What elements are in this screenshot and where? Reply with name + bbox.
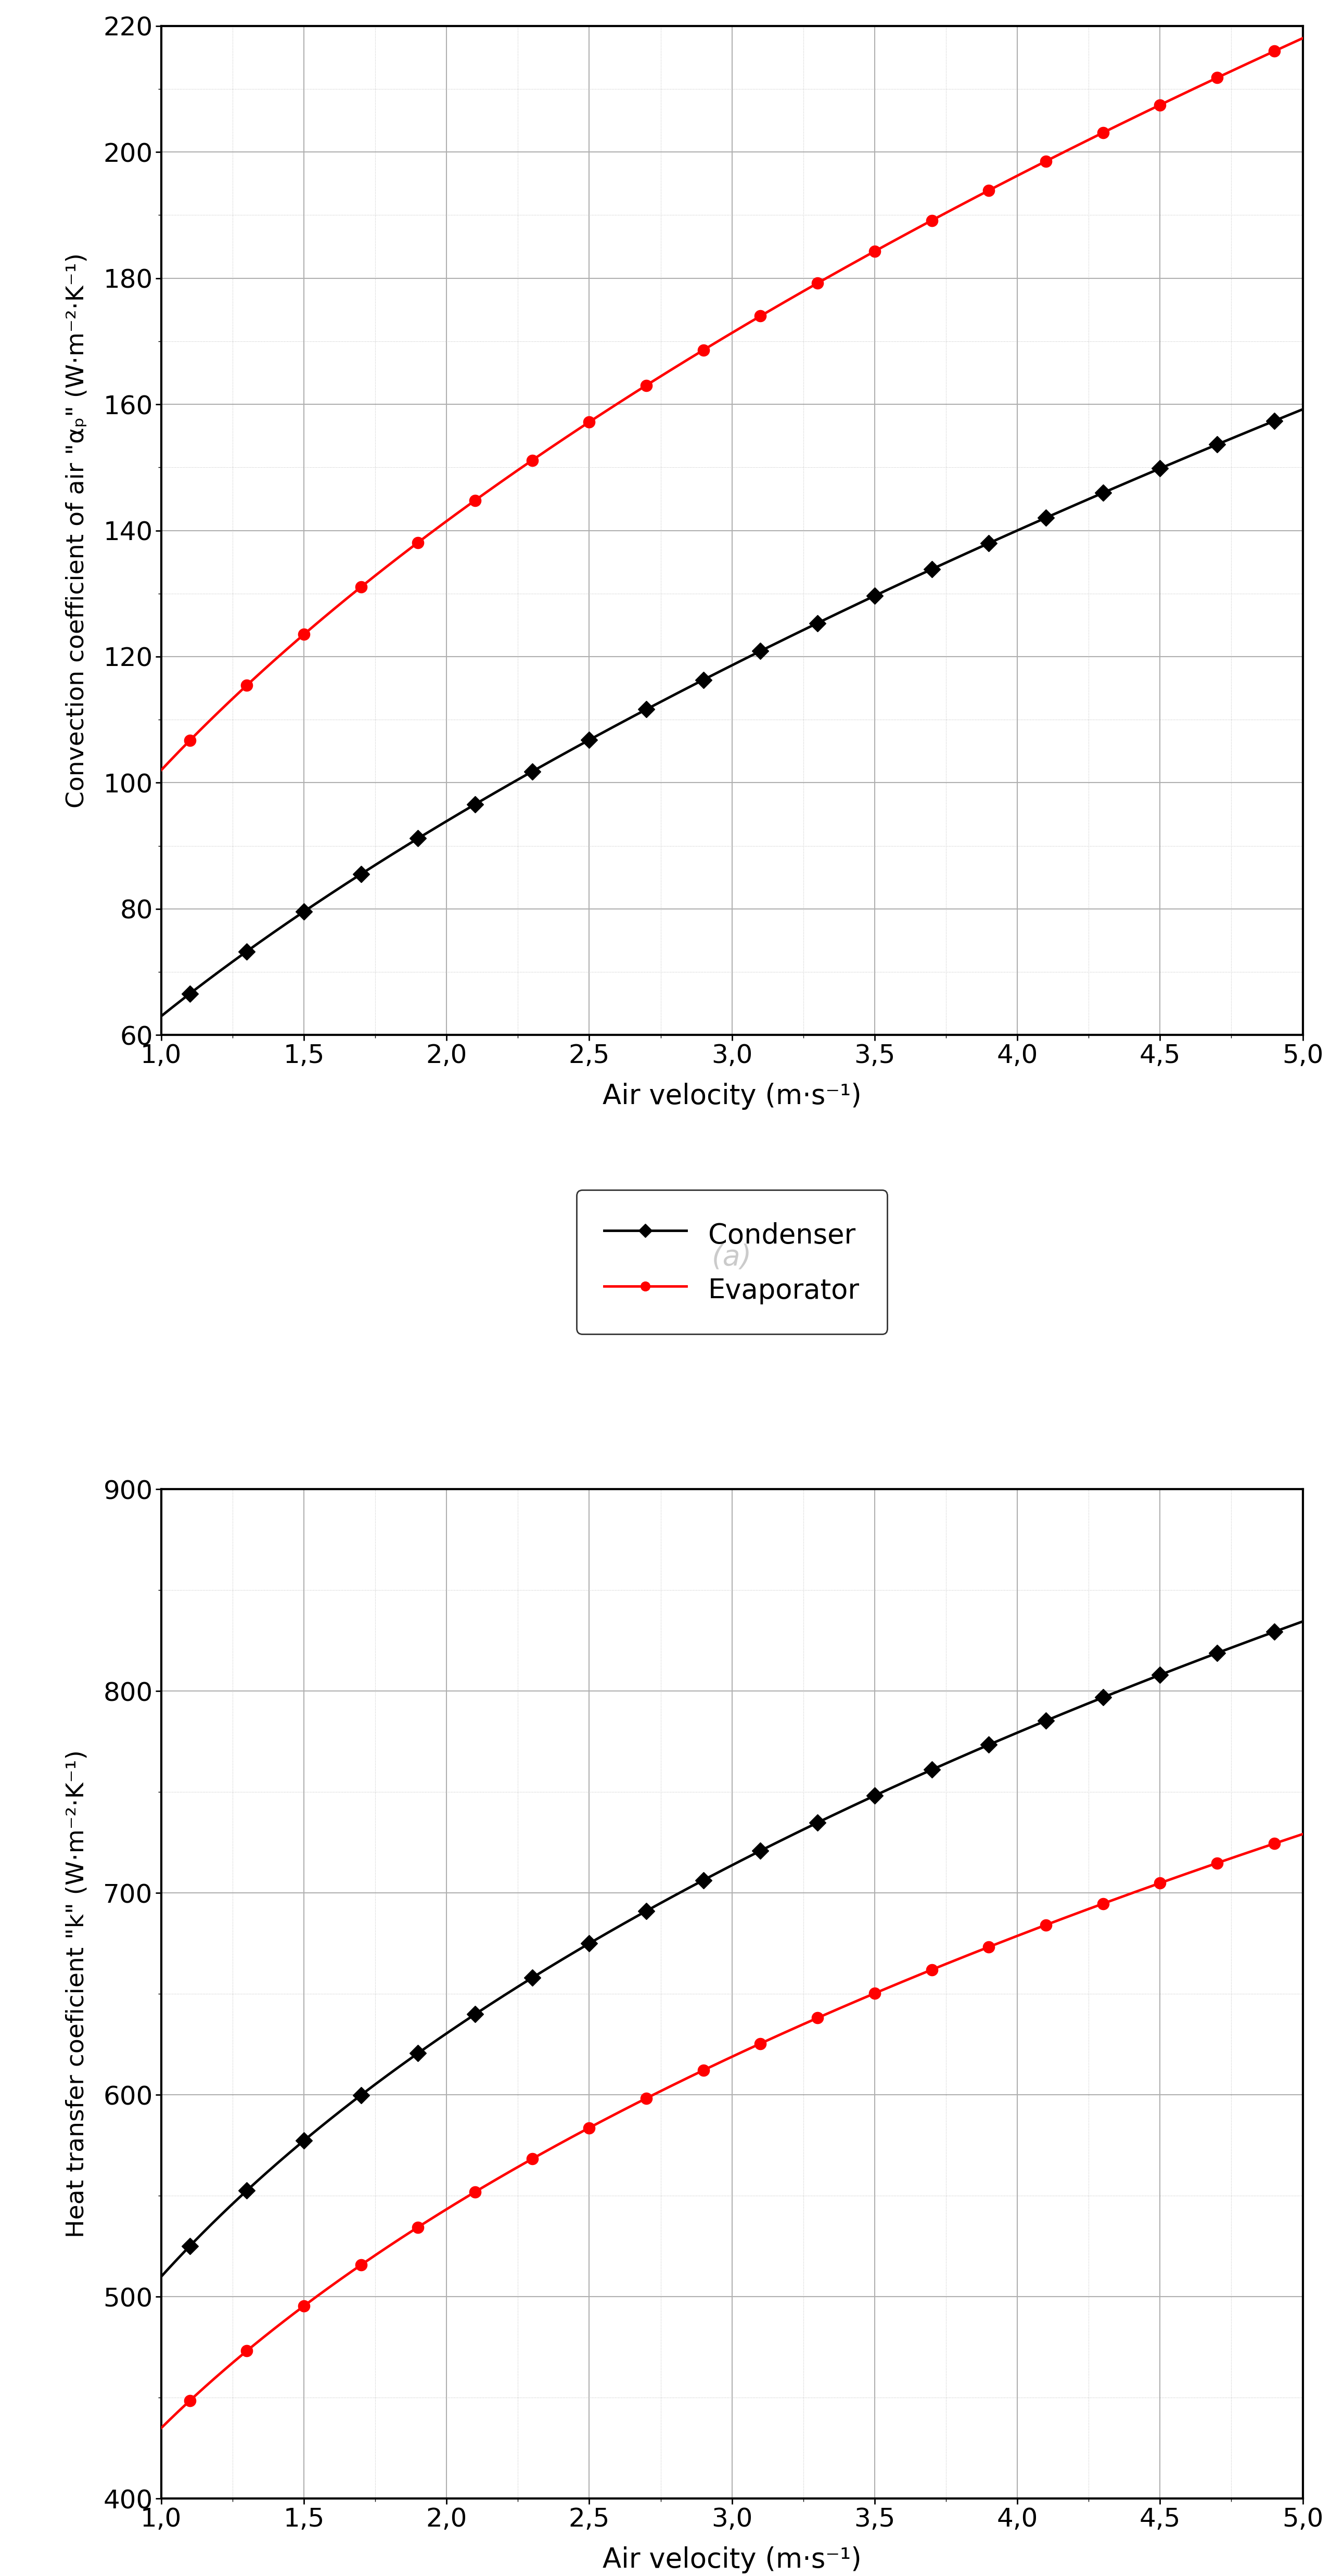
Y-axis label: Convection coefficient of air "αₚ" (W·m⁻²·K⁻¹): Convection coefficient of air "αₚ" (W·m⁻… [66,252,89,809]
Text: (a): (a) [712,1244,752,1270]
Y-axis label: Heat transfer coeficient "k" (W·m⁻²·K⁻¹): Heat transfer coeficient "k" (W·m⁻²·K⁻¹) [66,1749,89,2239]
X-axis label: Air velocity (m·s⁻¹): Air velocity (m·s⁻¹) [603,2548,861,2573]
Legend: Condenser, Evaporator: Condenser, Evaporator [576,1190,888,1334]
X-axis label: Air velocity (m·s⁻¹): Air velocity (m·s⁻¹) [603,1082,861,1110]
